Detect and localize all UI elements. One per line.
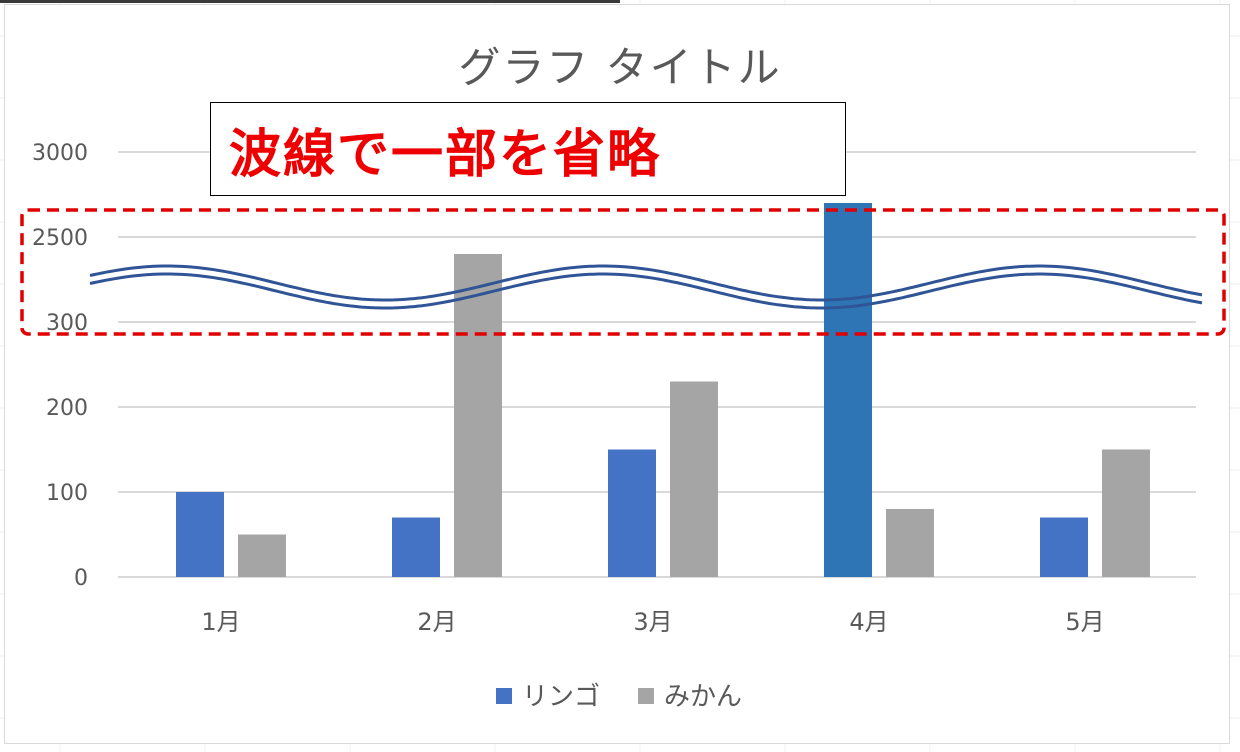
bar-orange-1[interactable]	[238, 534, 286, 578]
annotation-text: 波線で一部を省略	[229, 124, 662, 185]
legend: リンゴ みかん	[496, 682, 742, 712]
axis-break-wave	[89, 264, 1203, 310]
bar-apple-1[interactable]	[176, 492, 224, 577]
y-tick-label: 300	[46, 311, 88, 336]
y-tick-label: 200	[46, 396, 88, 421]
x-category-label: 1月	[201, 608, 240, 636]
legend-swatch-apple	[496, 688, 512, 704]
legend-swatch-orange	[638, 688, 654, 704]
gridlines	[118, 151, 1196, 578]
y-tick-label: 0	[74, 566, 88, 591]
legend-label-orange: みかん	[664, 682, 742, 712]
x-category-label: 2月	[417, 608, 456, 636]
x-category-label: 5月	[1065, 608, 1104, 636]
x-axis-category-labels: 1月 2月 3月 4月 5月	[201, 608, 1104, 636]
omitted-range-highlight	[20, 208, 1226, 336]
bars	[176, 203, 1150, 577]
bar-apple-5[interactable]	[1040, 517, 1088, 578]
bar-orange-3[interactable]	[670, 381, 718, 578]
y-axis-tick-labels: 0 100 200 300 2500 3000	[32, 141, 88, 591]
bar-orange-5[interactable]	[1102, 449, 1150, 578]
annotation-callout: 波線で一部を省略	[210, 102, 846, 196]
bar-apple-4[interactable]	[824, 203, 872, 577]
y-tick-label: 2500	[32, 226, 88, 251]
selection-edge	[0, 0, 620, 3]
bar-apple-3[interactable]	[608, 449, 656, 578]
y-tick-label: 3000	[32, 141, 88, 166]
x-category-label: 3月	[633, 608, 672, 636]
bar-apple-2[interactable]	[392, 517, 440, 578]
legend-label-apple: リンゴ	[522, 682, 600, 712]
bar-orange-2[interactable]	[454, 254, 502, 577]
y-tick-label: 100	[46, 481, 88, 506]
x-category-label: 4月	[849, 608, 888, 636]
bar-orange-4[interactable]	[886, 509, 934, 577]
chart-title: グラフ タイトル	[458, 43, 781, 92]
